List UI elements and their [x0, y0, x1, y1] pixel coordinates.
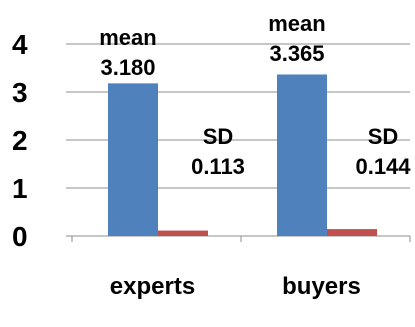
x-tick-labels: experts buyers	[110, 273, 361, 300]
y-tick-label: 4	[12, 29, 28, 60]
data-labels: mean 3.180 SD 0.113 mean 3.365 SD 0.144	[99, 11, 411, 179]
sd-label-buyers: SD 0.144	[355, 124, 411, 179]
mean-label-experts: mean 3.180	[99, 25, 156, 80]
sd-label-experts: SD 0.113	[191, 124, 245, 179]
x-tick-label-buyers: buyers	[282, 273, 361, 300]
y-tick-labels: 0 1 2 3 4	[12, 29, 28, 252]
x-tick-label-experts: experts	[110, 273, 195, 300]
y-tick-label: 2	[12, 125, 28, 156]
bar-sd-buyers	[327, 229, 377, 236]
y-tick-label: 1	[12, 173, 28, 204]
mean-label-buyers: mean 3.365	[268, 11, 325, 66]
bar-mean-experts	[108, 83, 158, 236]
bars	[108, 74, 377, 236]
y-tick-label: 3	[12, 77, 28, 108]
bar-sd-experts	[158, 230, 208, 236]
bar-mean-buyers	[277, 74, 327, 236]
y-tick-label: 0	[12, 221, 28, 252]
